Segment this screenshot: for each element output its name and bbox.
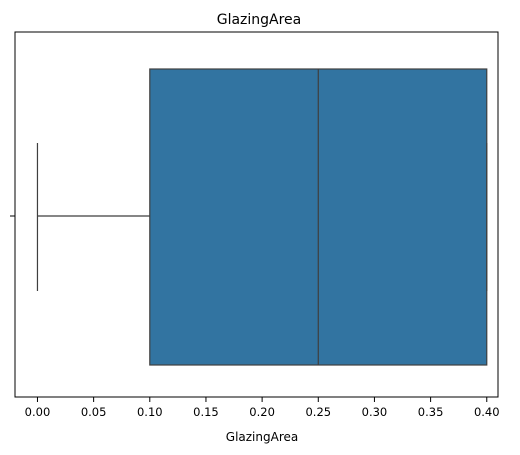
x-tick-label: 0.20 [249, 405, 275, 419]
x-tick-label: 0.10 [137, 405, 163, 419]
plot-area [36, 68, 488, 366]
plot-frame [14, 31, 499, 398]
x-tick-label: 0.15 [193, 405, 219, 419]
x-axis: 0.00 0.05 0.10 0.15 0.20 0.25 0.30 0.35 0.40 [25, 397, 500, 419]
x-tick-label: 0.40 [474, 405, 500, 419]
x-tick-label: 0.35 [418, 405, 444, 419]
chart-title: GlazingArea [217, 12, 302, 28]
x-tick-label: 0.05 [81, 405, 107, 419]
x-tick-label: 0.00 [25, 405, 51, 419]
x-tick-label: 0.30 [362, 405, 388, 419]
x-tick-label: 0.25 [305, 405, 331, 419]
x-axis-label: GlazingArea [226, 430, 298, 444]
